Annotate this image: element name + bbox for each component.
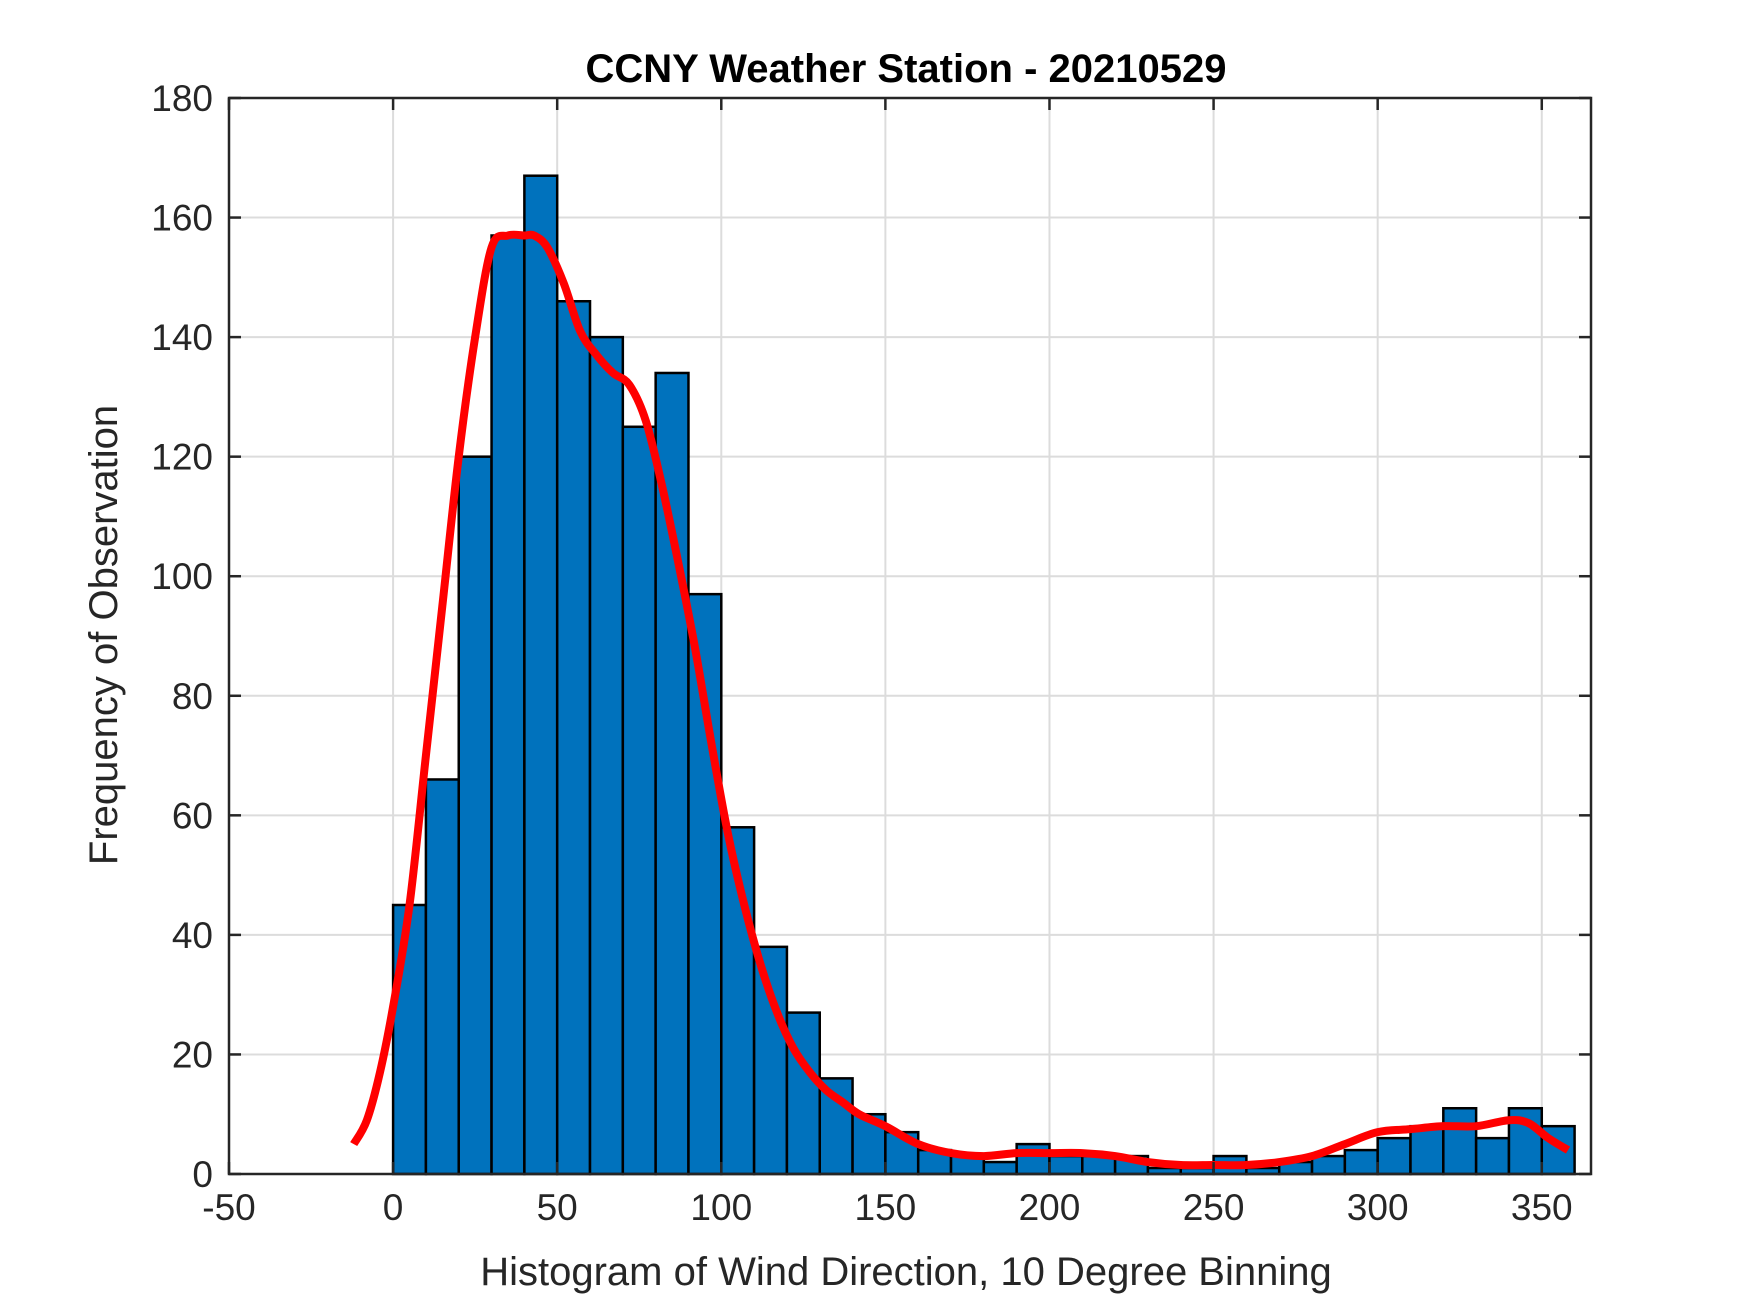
x-tick-label: 150 bbox=[855, 1187, 917, 1228]
histogram-bar bbox=[457, 455, 493, 1176]
histogram-bar bbox=[621, 425, 657, 1176]
histogram-bar bbox=[982, 1160, 1018, 1176]
y-tick-label: 40 bbox=[172, 915, 213, 956]
y-tick-label: 80 bbox=[172, 676, 213, 717]
axes bbox=[227, 96, 1593, 1176]
y-tick-label: 140 bbox=[151, 317, 213, 358]
histogram-bar bbox=[654, 371, 690, 1176]
x-tick-label: 50 bbox=[537, 1187, 578, 1228]
chart-title: CCNY Weather Station - 20210529 bbox=[586, 47, 1227, 91]
y-tick-label: 100 bbox=[151, 556, 213, 597]
x-tick-label: 200 bbox=[1019, 1187, 1081, 1228]
y-tick-label: 60 bbox=[172, 795, 213, 836]
x-tick-label: 250 bbox=[1183, 1187, 1245, 1228]
histogram-bar bbox=[1409, 1124, 1445, 1176]
histogram-bar bbox=[1442, 1106, 1478, 1176]
x-axis-label: Histogram of Wind Direction, 10 Degree B… bbox=[480, 1250, 1332, 1294]
x-tick-label: 100 bbox=[690, 1187, 752, 1228]
histogram-bar bbox=[1343, 1148, 1379, 1176]
histogram-bar bbox=[555, 299, 592, 1176]
x-tick-label: 300 bbox=[1347, 1187, 1409, 1228]
y-tick-label: 160 bbox=[151, 198, 213, 239]
plot-frame bbox=[227, 96, 1593, 1176]
histogram-bar bbox=[523, 174, 559, 1176]
x-tick-label: 350 bbox=[1511, 1187, 1573, 1228]
y-axis-label: Frequency of Observation bbox=[82, 405, 126, 865]
y-tick-label: 180 bbox=[151, 78, 213, 119]
histogram-bar bbox=[1376, 1136, 1412, 1176]
fit-curve-layer bbox=[350, 230, 1571, 1170]
histogram-bar bbox=[1015, 1142, 1051, 1176]
histogram-bar bbox=[752, 945, 789, 1176]
histogram-bar bbox=[490, 234, 526, 1176]
y-tick-label: 20 bbox=[172, 1034, 213, 1075]
histogram-bar bbox=[424, 778, 460, 1176]
histogram-bar bbox=[1474, 1136, 1511, 1176]
y-tick-label: 120 bbox=[151, 437, 213, 478]
y-tick-label: 0 bbox=[192, 1154, 213, 1195]
fit-curve-line bbox=[350, 230, 1571, 1170]
histogram-bar bbox=[391, 903, 428, 1176]
histogram-bar bbox=[1048, 1154, 1084, 1176]
histogram-bar bbox=[588, 335, 625, 1176]
x-tick-label: -50 bbox=[202, 1187, 255, 1228]
tick-labels: -50 0 50 100 150 200 250 300 3500204060801001201… bbox=[151, 78, 1572, 1228]
x-tick-label: 0 bbox=[383, 1187, 404, 1228]
